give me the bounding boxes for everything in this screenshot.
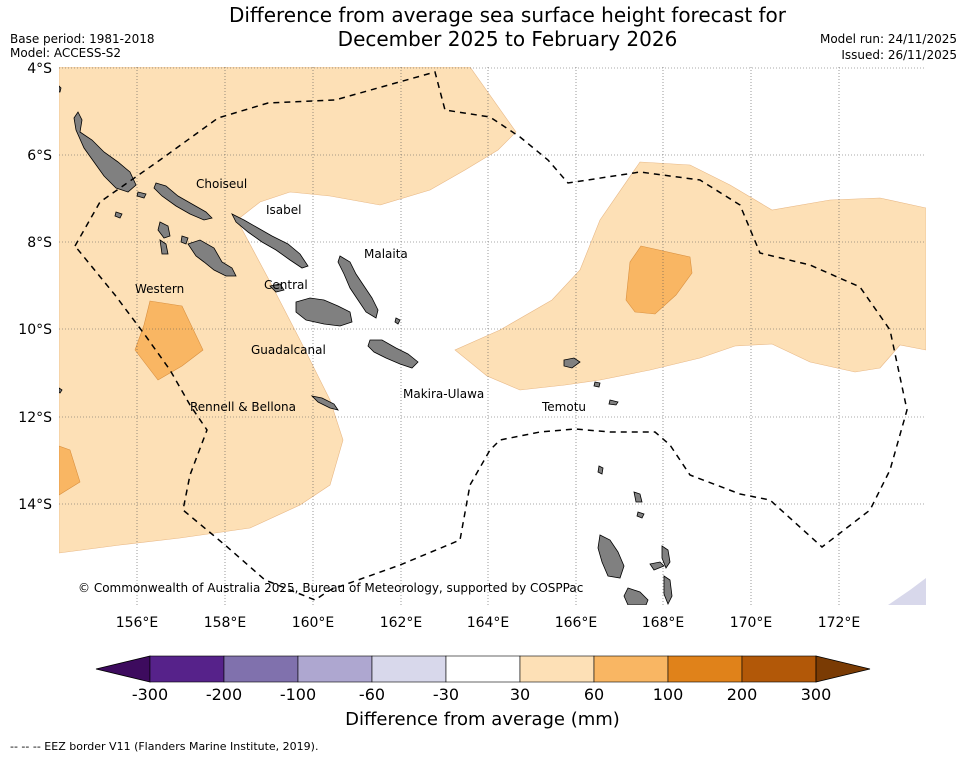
colorbar-title: Difference from average (mm) [345,709,620,730]
island-choiseul [153,182,213,221]
island-ranongga [159,239,169,255]
colorbar-extend-low [95,655,151,683]
longitude-axis: 156°E 158°E 160°E 162°E 164°E 166°E 168°… [116,615,861,631]
island-small-a [114,211,123,219]
lon-label-158e: 158°E [204,615,247,631]
island-isabel [231,213,309,269]
islands [59,85,673,605]
anomaly-60-100-west [134,300,204,381]
eez-border [74,71,908,601]
anomaly-30-60-west [59,67,517,554]
issued-date: Issued: 26/11/2025 [841,48,957,62]
anomaly-60-100-southwest [59,445,81,496]
colorbar-tick: 30 [510,685,530,704]
lat-label-12s: 12°S [18,410,52,426]
island-espiritu-santo [597,534,625,579]
colorbar [95,655,871,683]
colorbar-bin-8 [667,655,743,683]
label-western: Western [135,282,184,296]
colorbar-tick: -100 [280,685,316,704]
lon-label-156e: 156°E [116,615,159,631]
colorbar-bin-4 [371,655,447,683]
lat-label-8s: 8°S [27,235,52,251]
lat-label-10s: 10°S [18,322,52,338]
colorbar-bin-6 [519,655,595,683]
colorbar-tick: 100 [653,685,684,704]
model-name: Model: ACCESS-S2 [10,46,122,60]
island-small-d [608,399,619,406]
colorbar-extend-high [815,655,871,683]
label-makira-ulawa: Makira-Ulawa [403,387,484,401]
island-vella [157,221,171,239]
island-malekula [623,587,649,605]
anomaly-negative-southeast [888,578,926,605]
anomaly-30-60-east [454,161,926,391]
latitude-axis: 4°S 6°S 8°S 10°S 12°S 14°S [18,61,52,513]
island-torres [597,465,604,475]
island-malaita [337,255,379,319]
island-left-edge [59,387,63,394]
island-pentecost [663,575,673,605]
colorbar-tick: 300 [801,685,832,704]
lon-label-168e: 168°E [642,615,685,631]
colorbar-tick: -200 [206,685,242,704]
base-period: Base period: 1981-2018 [10,32,155,46]
eez-legend: -- -- -- EEZ border V11 (Flanders Marine… [10,740,319,753]
island-small-b [136,191,147,199]
island-makira [367,339,419,369]
island-left-edge-north [59,85,62,93]
lat-label-14s: 14°S [18,497,52,513]
colorbar-bin-1 [149,655,225,683]
island-guadalcanal [295,297,353,327]
colorbar-tick: -60 [359,685,385,704]
label-central: Central [264,278,308,292]
label-temotu: Temotu [541,400,586,414]
label-malaita: Malaita [364,247,408,261]
eez-solomon-islands [74,71,908,601]
label-guadalcanal: Guadalcanal [251,343,326,357]
lon-label-170e: 170°E [730,615,773,631]
island-santa-cruz [563,357,581,369]
island-rennell [310,395,339,411]
island-florida [269,283,285,293]
island-bougainville [73,111,137,193]
colorbar-bin-5 [445,655,521,683]
island-maewo [661,545,671,569]
map-title-line1: Difference from average sea surface heig… [228,3,787,27]
colorbar-bin-3 [297,655,373,683]
colorbar-bin-9 [741,655,817,683]
island-new-georgia [187,239,237,277]
anomaly-60-100-east [625,245,693,315]
lat-label-6s: 6°S [27,148,52,164]
island-small-c [180,235,189,245]
island-small-f [394,317,401,325]
colorbar-tick: -30 [433,685,459,704]
colorbar-bin-7 [593,655,669,683]
lat-label-4s: 4°S [27,61,52,77]
colorbar-tick: -300 [132,685,168,704]
label-choiseul: Choiseul [196,177,247,191]
island-vanua-lava [633,491,643,503]
lon-label-172e: 172°E [818,615,861,631]
lon-label-162e: 162°E [380,615,423,631]
island-ambae [649,561,665,571]
colorbar-bin-2 [223,655,299,683]
map-area [59,67,926,605]
lon-label-160e: 160°E [292,615,335,631]
colorbar-tick: 60 [584,685,604,704]
label-rennell-bellona: Rennell & Bellona [190,400,296,414]
copyright-credit: © Commonwealth of Australia 2025, Bureau… [78,581,583,595]
island-vanikoro [593,381,601,388]
colorbar-tick: 200 [727,685,758,704]
model-run: Model run: 24/11/2025 [819,32,957,46]
province-labels: Choiseul Isabel Malaita Western Central … [135,177,586,414]
map-title-line2: December 2025 to February 2026 [337,27,678,51]
lon-label-166e: 166°E [555,615,598,631]
label-isabel: Isabel [266,203,301,217]
island-small-e [636,511,645,519]
colorbar-ticks: -300 -200 -100 -60 -30 30 60 100 200 300 [132,685,831,704]
lon-label-164e: 164°E [467,615,510,631]
